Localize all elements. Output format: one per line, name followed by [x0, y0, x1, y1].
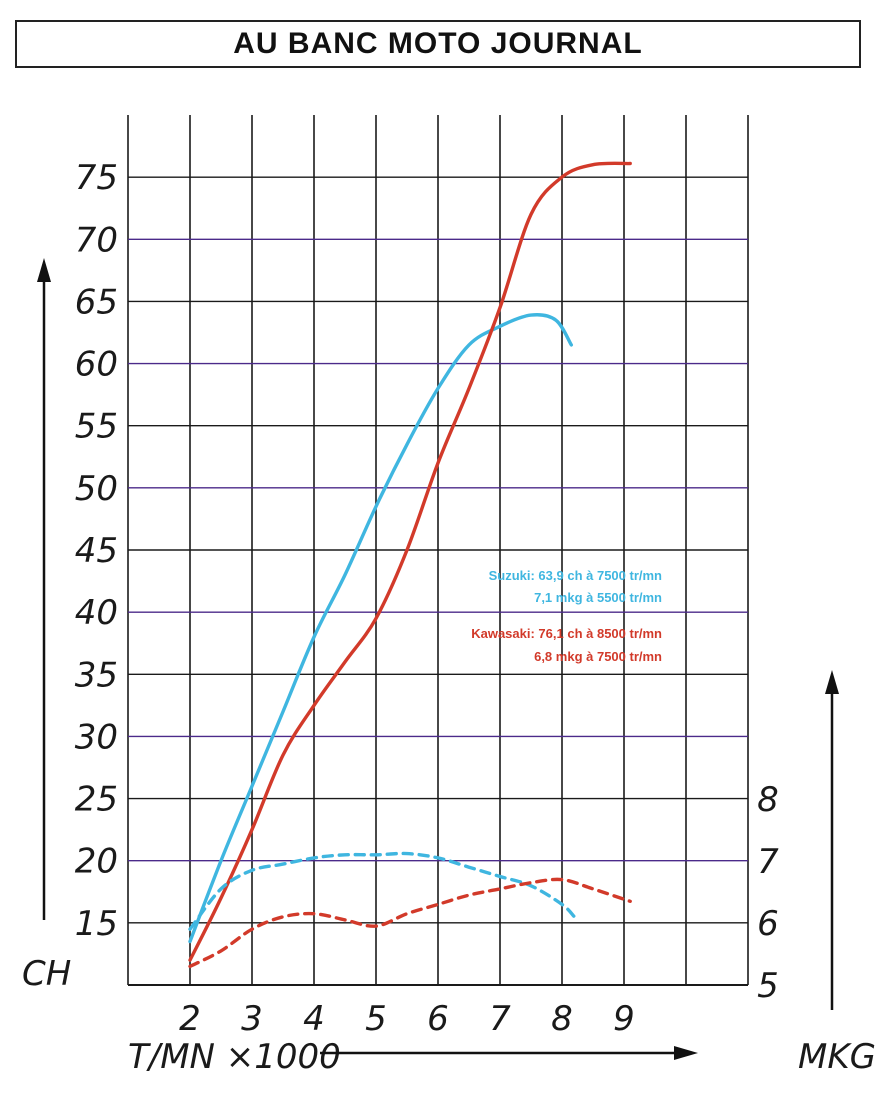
- right-axis-arrowhead: [825, 670, 839, 694]
- y-tick-left-label: 40: [75, 593, 118, 633]
- y-tick-left-label: 60: [75, 345, 118, 385]
- x-tick-label: 3: [241, 999, 263, 1039]
- suzuki-power-curve: [188, 313, 573, 944]
- kawasaki-annotation-line: Kawasaki: 76,1 ch à 8500 tr/mn: [471, 626, 662, 641]
- suzuki-annotation-line: 7,1 mkg à 5500 tr/mn: [534, 590, 662, 605]
- y-tick-right-label: 8: [757, 780, 779, 820]
- x-tick-label: 7: [489, 999, 511, 1039]
- x-tick-label: 8: [551, 999, 573, 1039]
- axis-arrows: [37, 258, 839, 1060]
- y-tick-left-label: 70: [75, 220, 118, 260]
- y-axis-right-label: MKG: [798, 1037, 876, 1077]
- left-axis-arrowhead: [37, 258, 51, 282]
- y-tick-left-label: 45: [75, 531, 118, 571]
- y-tick-right-label: 6: [757, 904, 779, 944]
- x-tick-label: 9: [613, 999, 635, 1039]
- annotations: Suzuki: 63,9 ch à 7500 tr/mn 7,1 mkg à 55…: [471, 568, 662, 664]
- y-axis-left-label: CH: [22, 954, 71, 994]
- suzuki-annotation-line: Suzuki: 63,9 ch à 7500 tr/mn: [489, 568, 662, 583]
- x-tick-label: 5: [365, 999, 387, 1039]
- x-axis-arrowhead: [674, 1046, 698, 1060]
- y-tick-right-label: 7: [757, 842, 779, 882]
- suzuki-torque-curve: [188, 851, 577, 931]
- y-tick-left-label: 50: [75, 469, 118, 509]
- y-tick-left-label: 75: [75, 158, 118, 198]
- y-tick-left-label: 15: [75, 904, 118, 944]
- chart-title-box: AU BANC MOTO JOURNAL: [15, 20, 861, 68]
- kawasaki-annotation-line: 6,8 mkg à 7500 tr/mn: [534, 649, 662, 664]
- y-tick-right-label: 5: [757, 966, 779, 1006]
- y-tick-left-label: 30: [75, 717, 118, 757]
- y-tick-left-label: 35: [75, 655, 118, 695]
- y-tick-left-label: 65: [75, 282, 118, 322]
- x-tick-label: 6: [427, 999, 449, 1039]
- chart-curves: [188, 161, 632, 969]
- chart-title: AU BANC MOTO JOURNAL: [233, 27, 643, 60]
- kawasaki-power-curve: [188, 161, 632, 962]
- kawasaki-torque-curve: [188, 877, 632, 969]
- x-tick-label: 2: [179, 999, 201, 1039]
- y-tick-left-label: 55: [75, 407, 118, 447]
- y-tick-left-label: 25: [75, 780, 118, 820]
- x-axis-label: T/MN ×1000: [128, 1037, 341, 1077]
- chart-grid: [127, 115, 749, 986]
- x-tick-label: 4: [303, 999, 325, 1039]
- y-tick-left-label: 20: [75, 842, 118, 882]
